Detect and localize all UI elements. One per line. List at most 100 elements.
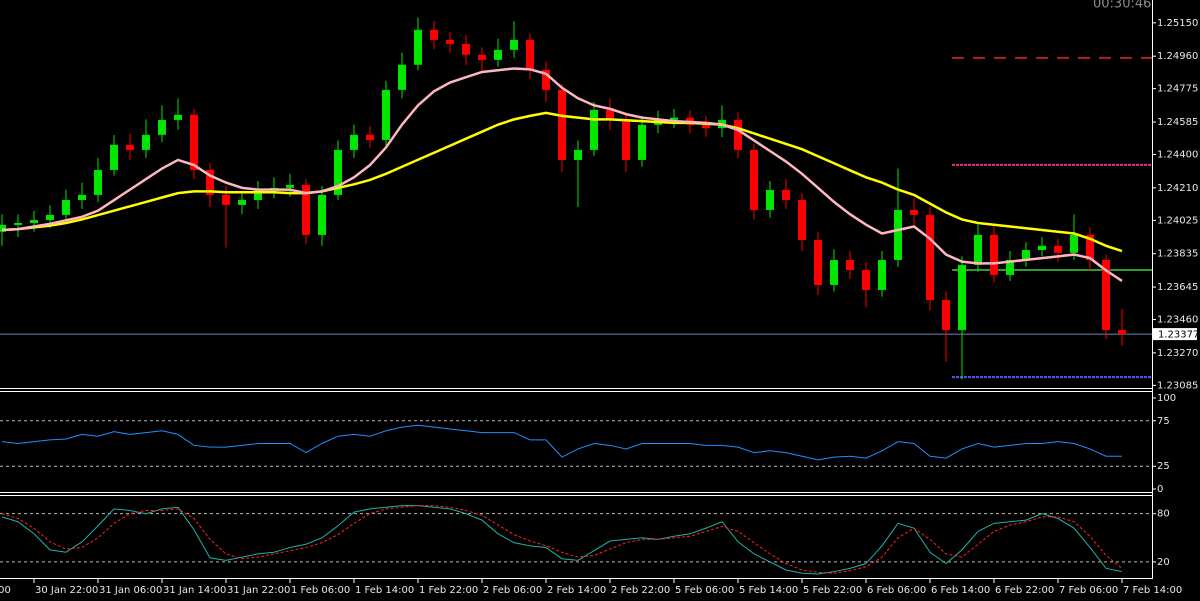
candle-body xyxy=(926,214,934,301)
x-tick-label: 6 Feb 14:00 xyxy=(931,585,990,596)
candle-body xyxy=(62,199,70,215)
y-tick-label: 1.23270 xyxy=(1157,348,1198,359)
candle-body xyxy=(1102,260,1110,331)
candle-body xyxy=(190,114,198,170)
candle-body xyxy=(366,134,374,140)
candle-body xyxy=(110,144,118,170)
candle-body xyxy=(446,39,454,44)
candle-body xyxy=(334,149,342,195)
x-tick-label: 6 Feb 22:00 xyxy=(995,585,1054,596)
candle-body xyxy=(862,270,870,291)
last-price-label: 1.23377 xyxy=(1158,330,1199,341)
candle-body xyxy=(462,43,470,55)
candle-body xyxy=(158,119,166,135)
candle-body xyxy=(990,234,998,275)
x-tick-label: 31 Jan 14:00 xyxy=(163,585,226,596)
candle-body xyxy=(734,119,742,150)
candle-body xyxy=(526,39,534,70)
x-tick-label: 30 Jan 22:00 xyxy=(35,585,98,596)
candle-body xyxy=(750,149,758,210)
y-tick-label: 1.24025 xyxy=(1157,215,1198,226)
candle-body xyxy=(94,169,102,195)
plot-area xyxy=(0,17,1152,380)
candle-body xyxy=(558,89,566,160)
candle-body xyxy=(286,184,294,188)
line xyxy=(1,424,1122,461)
candle-body xyxy=(206,169,214,195)
candle-body xyxy=(238,199,246,205)
line xyxy=(1,67,1123,282)
candle-body xyxy=(14,222,22,225)
y-tick-label: 25 xyxy=(1157,461,1170,472)
y-tick-label: 1.23645 xyxy=(1157,282,1198,293)
x-tick-label: 1 Feb 14:00 xyxy=(355,585,414,596)
candle-body xyxy=(782,189,790,200)
candle-body xyxy=(254,189,262,200)
candle-body xyxy=(1006,260,1014,275)
candle-body xyxy=(638,124,646,160)
y-tick-label: 1.25150 xyxy=(1157,18,1198,29)
x-tick-label: 31 Jan 22:00 xyxy=(227,585,290,596)
candle-body xyxy=(78,194,86,200)
y-tick-label: 1.23460 xyxy=(1157,315,1198,326)
y-tick-label: 1.23085 xyxy=(1157,380,1198,391)
candle-body xyxy=(590,109,598,150)
x-tick-label: 1 Feb 06:00 xyxy=(291,585,350,596)
candle-body xyxy=(1086,234,1094,261)
panel-frames xyxy=(0,0,1153,579)
candle-body xyxy=(1054,245,1062,253)
candle-body xyxy=(142,134,150,150)
candle-body xyxy=(30,219,38,223)
candle-body xyxy=(814,239,822,285)
candle-body xyxy=(0,224,6,232)
candle-body xyxy=(670,117,678,120)
x-tick-label: 5 Feb 14:00 xyxy=(739,585,798,596)
candle-body xyxy=(542,69,550,90)
candle-body xyxy=(958,264,966,331)
candle-body xyxy=(702,124,710,129)
candle-body xyxy=(510,39,518,50)
candle-body xyxy=(574,149,582,160)
candle-body xyxy=(126,144,134,150)
candle-body xyxy=(606,109,614,120)
x-tick-label: 1 Feb 22:00 xyxy=(419,585,478,596)
x-tick-label: 31 Jan 06:00 xyxy=(99,585,162,596)
candle-body xyxy=(1022,250,1030,261)
x-tick-label: 5 Feb 22:00 xyxy=(803,585,862,596)
candle-body xyxy=(382,89,390,140)
y-tick-label: 1.24960 xyxy=(1157,51,1198,62)
line xyxy=(1,505,1123,575)
candle-body xyxy=(894,209,902,261)
candle-body xyxy=(46,214,54,220)
y-tick-label: 20 xyxy=(1157,557,1170,568)
y-tick-label: 80 xyxy=(1157,509,1170,520)
candle-body xyxy=(414,29,422,65)
x-tick-label: 2 Feb 22:00 xyxy=(611,585,670,596)
candle-body xyxy=(798,199,806,240)
timer: 00:30:46 xyxy=(1093,0,1151,12)
x-tick-label: 2 Feb 14:00 xyxy=(547,585,606,596)
candle-body xyxy=(222,194,230,205)
candle-body xyxy=(1118,330,1126,335)
x-tick-label: 14:00 xyxy=(0,585,11,596)
candle-body xyxy=(494,49,502,60)
line xyxy=(1,505,1123,574)
candle-body xyxy=(878,260,886,291)
last-price-box xyxy=(1153,328,1197,341)
candle-body xyxy=(398,64,406,90)
x-tick-label: 5 Feb 06:00 xyxy=(675,585,734,596)
y-tick-label: 1.24210 xyxy=(1157,183,1198,194)
x-tick-label: 7 Feb 06:00 xyxy=(1059,585,1118,596)
y-tick-label: 1.23835 xyxy=(1157,249,1198,260)
candle-body xyxy=(846,260,854,271)
candle-body xyxy=(766,189,774,210)
x-tick-label: 6 Feb 06:00 xyxy=(867,585,926,596)
candle-body xyxy=(302,184,310,235)
y-tick-label: 0 xyxy=(1157,484,1163,495)
candle-body xyxy=(430,29,438,40)
y-tick-label: 75 xyxy=(1157,416,1170,427)
plot-area xyxy=(0,420,1152,467)
candle-body xyxy=(174,114,182,120)
